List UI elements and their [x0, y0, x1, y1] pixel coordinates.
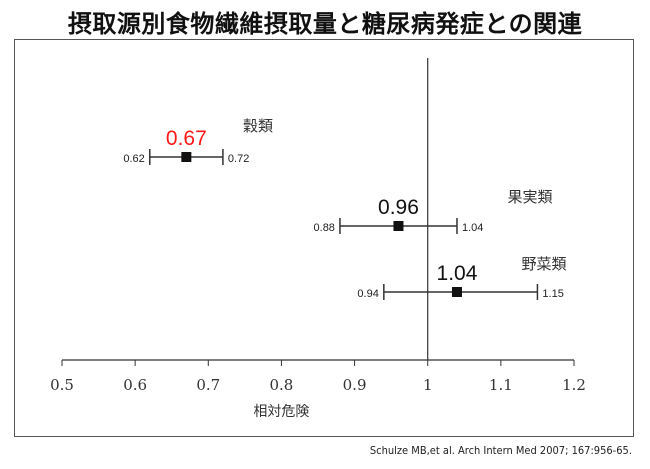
x-tick-label: 0.6	[123, 376, 147, 394]
estimate-marker	[451, 287, 462, 297]
x-tick-label: 1.2	[562, 376, 586, 394]
ci-upper-label: 0.72	[228, 153, 249, 165]
ci-lower-label: 0.62	[123, 153, 144, 165]
x-tick-label: 0.8	[269, 376, 293, 394]
chart-frame	[14, 39, 634, 437]
category-label: 野菜類	[521, 255, 566, 273]
estimate-marker	[181, 152, 192, 162]
x-tick-label: 1.1	[489, 376, 513, 394]
estimate-row: 0.62 0.72 0.67 穀類	[123, 117, 273, 165]
x-tick-label: 1	[423, 376, 433, 394]
estimate-marker	[393, 221, 404, 231]
ci-lower-label: 0.94	[357, 288, 378, 300]
category-label: 果実類	[507, 188, 552, 206]
x-axis-title: 相対危険	[253, 404, 309, 420]
value-label: 1.04	[437, 262, 478, 285]
ci-upper-label: 1.15	[542, 288, 563, 300]
estimate-row: 0.88 1.04 0.96 果実類	[314, 188, 553, 234]
estimate-row: 0.94 1.15 1.04 野菜類	[357, 255, 567, 300]
x-tick-label: 0.5	[50, 376, 74, 394]
estimate-rows: 0.62 0.72 0.67 穀類 0.88 1.04 0.96 果実類 0.94 1.15 1.0…	[123, 117, 567, 300]
category-label: 穀類	[243, 117, 273, 135]
ci-upper-label: 1.04	[462, 222, 483, 234]
value-label: 0.67	[166, 127, 207, 150]
chart-title: 摂取源別食物繊維摂取量と糖尿病発症との関連	[67, 10, 583, 38]
ci-lower-label: 0.88	[314, 222, 335, 234]
x-tick-label: 0.7	[196, 376, 220, 394]
citation: Schulze MB,et al. Arch Intern Med 2007; …	[369, 444, 632, 457]
value-label: 0.96	[378, 196, 419, 219]
x-axis: 0.5 0.6 0.7 0.8 0.9 1 1.1 1.2	[50, 58, 586, 394]
x-tick-label: 0.9	[343, 376, 367, 394]
